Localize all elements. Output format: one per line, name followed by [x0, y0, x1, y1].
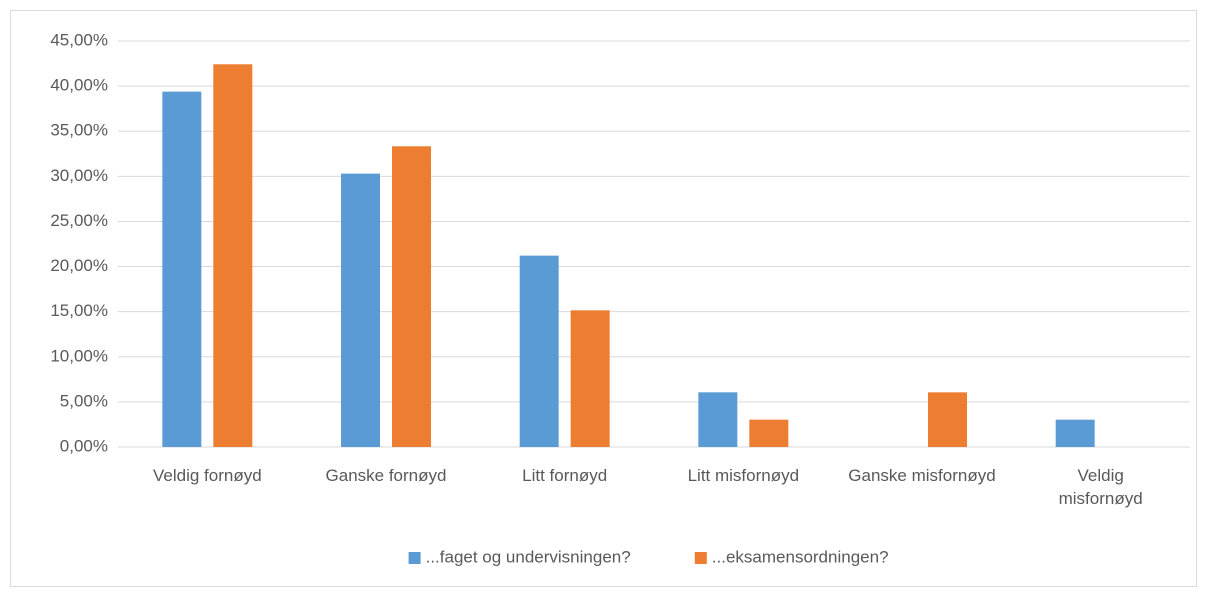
bar	[392, 146, 431, 447]
bar	[749, 419, 789, 447]
y-tick-label: 10,00%	[50, 346, 108, 365]
bar	[519, 255, 559, 447]
chart-border	[10, 10, 1197, 587]
bar	[213, 64, 253, 447]
y-tick-label: 35,00%	[50, 121, 108, 140]
y-tick-label: 0,00%	[60, 436, 108, 455]
bar	[928, 392, 967, 447]
x-tick-label: Litt fornøyd	[522, 466, 608, 485]
legend-label: ...faget og undervisningen?	[426, 547, 631, 566]
x-tick-label: Veldig fornøyd	[152, 466, 262, 485]
legend-label: ...eksamensordningen?	[712, 547, 889, 566]
legend-swatch	[408, 552, 421, 564]
y-tick-label: 40,00%	[50, 76, 108, 95]
bar	[162, 91, 202, 447]
bar	[341, 173, 380, 448]
y-tick-label: 30,00%	[50, 166, 108, 185]
bar	[1055, 419, 1095, 447]
bar	[570, 310, 610, 447]
bar	[698, 392, 738, 447]
y-tick-label: 25,00%	[50, 211, 108, 230]
x-tick-label: Litt misfornøyd	[687, 466, 800, 485]
y-tick-label: 45,00%	[50, 30, 108, 49]
y-tick-label: 5,00%	[60, 391, 108, 410]
legend-swatch	[694, 552, 707, 564]
x-tick-label: Ganske misfornøyd	[848, 466, 996, 485]
x-tick-label: Ganske fornøyd	[325, 466, 447, 485]
y-tick-label: 15,00%	[50, 301, 108, 320]
y-tick-label: 20,00%	[50, 256, 108, 275]
x-tick-label: Veldig misfornøyd	[1058, 466, 1143, 508]
